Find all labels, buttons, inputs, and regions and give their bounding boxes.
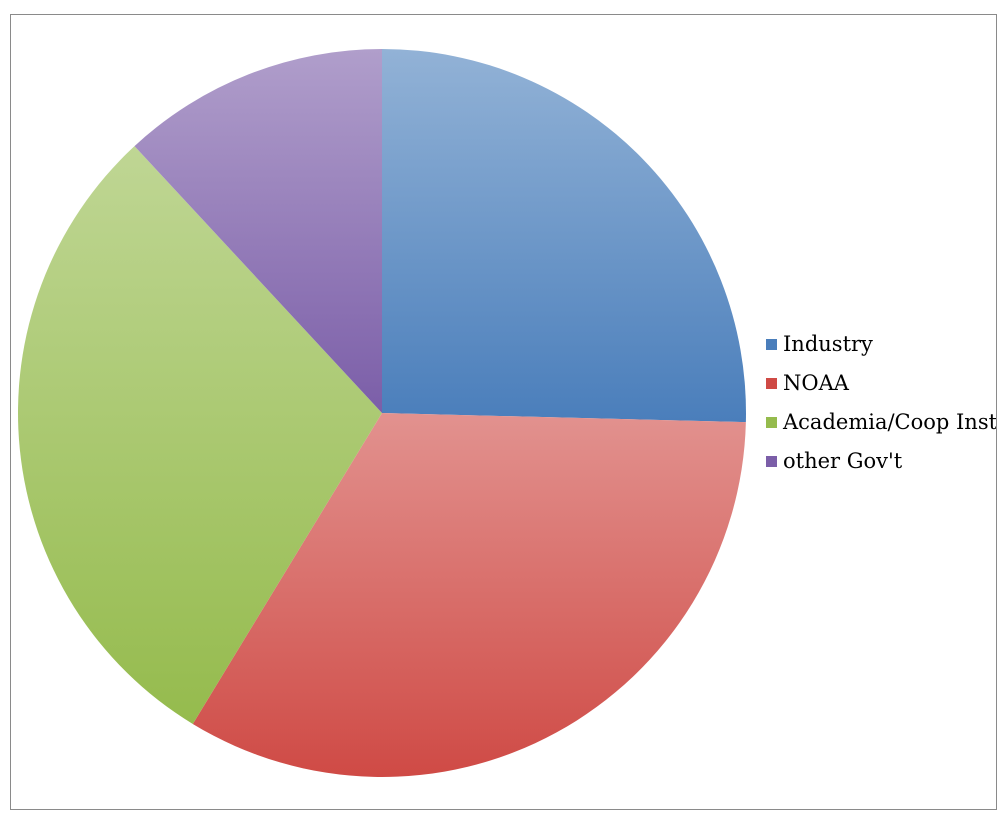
legend-item-other-gov-t: other Gov't [766,449,903,473]
legend-item-academia-coop-inst: Academia/Coop Inst. [766,410,996,434]
pie-slice-industry [382,49,746,423]
legend-swatch-noaa [766,378,777,389]
pie-chart: Industry NOAA Academia/Coop Inst. other Gov… [17,49,996,778]
legend: Industry NOAA Academia/Coop Inst. other Gov… [766,332,996,473]
legend-item-industry: Industry [766,332,873,356]
legend-swatch-academia-coop-inst [766,417,777,428]
pie-slice-other-gov-t [134,49,382,413]
legend-swatch-other-gov-t [766,456,777,467]
legend-swatch-industry [766,339,777,350]
legend-label-other-gov-t: other Gov't [783,449,903,473]
legend-item-noaa: NOAA [766,371,850,395]
chart-frame: Industry NOAA Academia/Coop Inst. other Gov… [10,14,997,810]
legend-label-industry: Industry [783,332,873,356]
pie-slice-noaa [192,413,746,778]
pie-slices [17,49,746,778]
pie-slice-academia-coop-inst [17,146,382,724]
legend-label-noaa: NOAA [783,371,850,395]
legend-label-academia-coop-inst: Academia/Coop Inst. [782,410,996,434]
